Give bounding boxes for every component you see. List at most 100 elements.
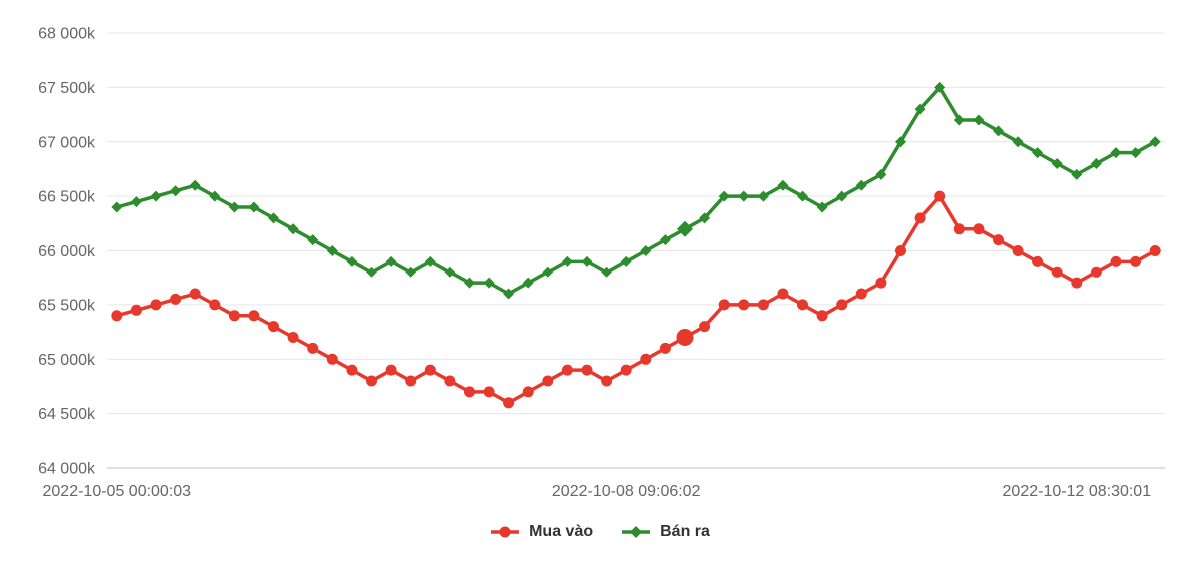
data-point-marker[interactable] — [326, 353, 338, 365]
data-point-marker[interactable] — [170, 293, 182, 305]
data-point-marker[interactable] — [1110, 255, 1122, 267]
data-point-marker[interactable] — [405, 266, 417, 278]
data-point-marker[interactable] — [677, 220, 693, 237]
data-point-marker[interactable] — [366, 375, 377, 387]
legend-item-mua-vao[interactable]: Mua vào — [490, 523, 593, 541]
data-point-marker[interactable] — [757, 299, 769, 311]
data-point-marker[interactable] — [1012, 245, 1024, 256]
data-point-marker[interactable] — [228, 310, 240, 322]
data-point-marker[interactable] — [1032, 255, 1044, 267]
data-point-marker[interactable] — [1032, 147, 1044, 159]
data-point-marker[interactable] — [973, 114, 985, 126]
data-point-marker[interactable] — [1012, 136, 1024, 148]
data-point-marker[interactable] — [676, 329, 694, 346]
data-point-marker[interactable] — [993, 234, 1004, 246]
data-point-marker[interactable] — [601, 375, 613, 387]
data-point-marker[interactable] — [346, 364, 358, 376]
data-point-marker[interactable] — [934, 190, 946, 202]
data-point-marker[interactable] — [444, 266, 456, 278]
data-point-marker[interactable] — [542, 375, 554, 387]
data-point-marker[interactable] — [503, 288, 515, 300]
data-point-marker[interactable] — [757, 190, 769, 202]
data-point-marker[interactable] — [934, 81, 946, 93]
data-point-marker[interactable] — [953, 114, 965, 126]
data-point-marker[interactable] — [1090, 158, 1102, 169]
data-point-marker[interactable] — [1071, 168, 1083, 180]
data-point-marker[interactable] — [1110, 147, 1122, 159]
data-point-marker[interactable] — [973, 223, 985, 235]
data-point-marker[interactable] — [738, 190, 750, 202]
data-point-marker[interactable] — [659, 234, 671, 246]
data-point-marker[interactable] — [953, 223, 965, 235]
data-point-marker[interactable] — [620, 255, 632, 267]
data-point-marker[interactable] — [444, 375, 456, 387]
data-point-marker[interactable] — [1149, 136, 1161, 148]
data-point-marker[interactable] — [405, 375, 417, 387]
data-point-marker[interactable] — [561, 255, 573, 267]
data-point-marker[interactable] — [209, 299, 221, 311]
data-point-marker[interactable] — [561, 364, 573, 376]
data-point-marker[interactable] — [248, 310, 260, 322]
data-point-marker[interactable] — [464, 386, 475, 398]
data-point-marker[interactable] — [150, 299, 162, 311]
data-point-marker[interactable] — [503, 397, 515, 409]
data-point-marker[interactable] — [620, 364, 632, 376]
data-point-marker[interactable] — [522, 386, 534, 398]
data-point-marker[interactable] — [307, 342, 319, 354]
data-point-marker[interactable] — [366, 266, 377, 278]
data-point-marker[interactable] — [1051, 158, 1063, 169]
data-point-marker[interactable] — [895, 245, 906, 256]
data-point-marker[interactable] — [601, 266, 613, 278]
data-point-marker[interactable] — [111, 310, 123, 322]
data-point-marker[interactable] — [424, 255, 436, 267]
data-point-marker[interactable] — [1130, 255, 1142, 267]
data-point-marker[interactable] — [150, 190, 162, 202]
data-point-marker[interactable] — [581, 255, 593, 267]
data-point-marker[interactable] — [875, 277, 887, 289]
data-point-marker[interactable] — [346, 255, 358, 267]
data-point-marker[interactable] — [640, 353, 652, 365]
data-point-marker[interactable] — [581, 364, 593, 376]
data-point-marker[interactable] — [855, 288, 867, 300]
data-point-marker[interactable] — [268, 321, 279, 333]
data-point-marker[interactable] — [542, 266, 554, 278]
data-point-marker[interactable] — [130, 196, 142, 208]
data-point-marker[interactable] — [385, 364, 397, 376]
data-point-marker[interactable] — [1071, 277, 1083, 289]
data-point-marker[interactable] — [855, 179, 867, 191]
data-point-marker[interactable] — [816, 310, 828, 322]
data-point-marker[interactable] — [640, 245, 652, 256]
data-point-marker[interactable] — [797, 299, 808, 311]
data-point-marker[interactable] — [248, 201, 260, 213]
data-point-marker[interactable] — [836, 190, 848, 202]
data-point-marker[interactable] — [836, 299, 848, 311]
data-point-marker[interactable] — [170, 185, 182, 197]
data-point-marker[interactable] — [993, 125, 1004, 137]
data-point-marker[interactable] — [914, 212, 926, 224]
data-point-marker[interactable] — [522, 277, 534, 289]
data-point-marker[interactable] — [483, 386, 495, 398]
data-point-marker[interactable] — [287, 223, 299, 235]
data-point-marker[interactable] — [659, 342, 671, 354]
data-point-marker[interactable] — [189, 179, 201, 191]
data-point-marker[interactable] — [875, 168, 887, 180]
data-point-marker[interactable] — [738, 299, 750, 311]
data-point-marker[interactable] — [1130, 147, 1142, 159]
data-point-marker[interactable] — [1149, 245, 1161, 256]
data-point-marker[interactable] — [1051, 266, 1063, 278]
data-point-marker[interactable] — [111, 201, 123, 213]
data-point-marker[interactable] — [307, 234, 319, 246]
data-point-marker[interactable] — [424, 364, 436, 376]
data-point-marker[interactable] — [209, 190, 221, 202]
data-point-marker[interactable] — [287, 332, 299, 343]
data-point-marker[interactable] — [895, 136, 906, 148]
data-point-marker[interactable] — [777, 288, 789, 300]
data-point-marker[interactable] — [718, 190, 730, 202]
data-point-marker[interactable] — [228, 201, 240, 213]
data-point-marker[interactable] — [189, 288, 201, 300]
data-point-marker[interactable] — [464, 277, 475, 289]
data-point-marker[interactable] — [797, 190, 808, 202]
data-point-marker[interactable] — [268, 212, 279, 224]
data-point-marker[interactable] — [326, 245, 338, 256]
data-point-marker[interactable] — [1090, 266, 1102, 278]
